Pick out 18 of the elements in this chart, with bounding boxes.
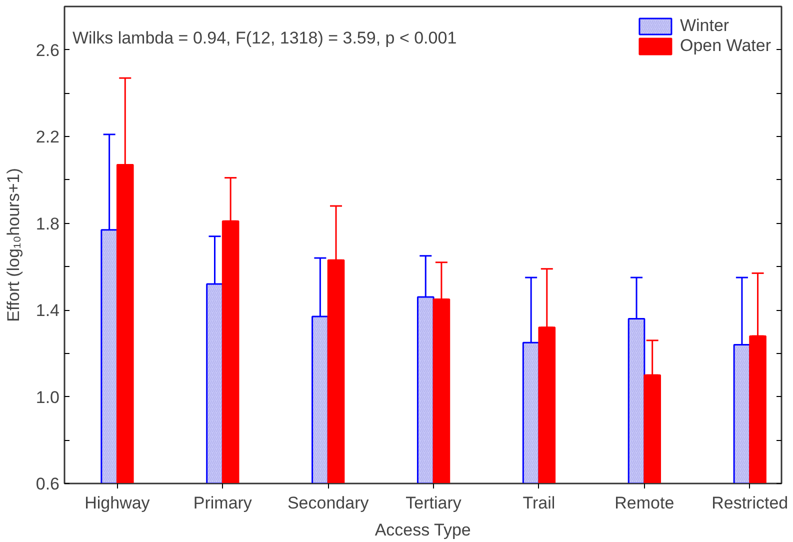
y-tick-label: 2.6 [36,40,60,60]
x-tick-label: Remote [614,494,674,512]
x-tick-label: Restricted [712,494,788,512]
x-tick-label: Highway [84,494,150,512]
y-tick-label: 1.0 [36,388,60,407]
y-tick-label: 2.2 [36,128,60,147]
legend-label: Winter [680,16,730,36]
x-tick-label: Secondary [287,494,370,512]
x-axis-title: Access Type [374,520,471,540]
x-tick-label: Tertiary [406,494,462,512]
y-tick-label: 0.6 [36,474,60,494]
y-tick-label: 1.8 [36,214,60,234]
legend-label: Open Water [680,36,771,56]
y-axis-title: Effort (log₁₀hours+1) [4,168,23,322]
x-tick-label: Trail [522,494,556,512]
annotation: Wilks lambda = 0.94, F(12, 1318) = 3.59, p < 0.001 [72,28,457,48]
x-tick-label: Primary [193,494,252,512]
y-tick-label: 1.4 [36,301,60,320]
